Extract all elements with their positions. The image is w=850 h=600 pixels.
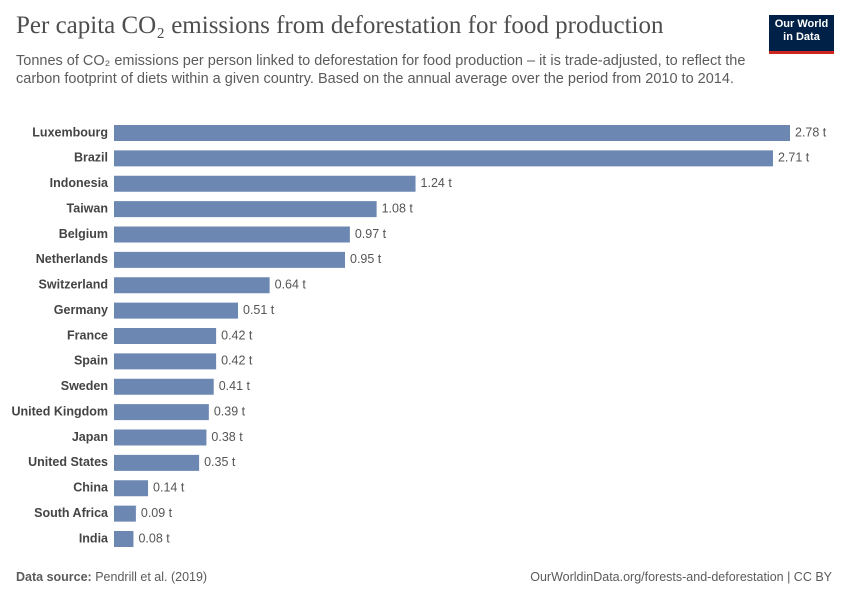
y-tick-label: Luxembourg [32, 125, 108, 139]
value-label: 0.14 t [153, 481, 185, 495]
bar [114, 328, 217, 344]
y-tick-label: China [73, 481, 109, 495]
y-tick-label: Sweden [61, 379, 108, 393]
y-tick-label: Germany [54, 303, 108, 317]
y-tick-label: Indonesia [50, 176, 109, 190]
value-label: 0.64 t [275, 278, 307, 292]
y-tick-label: India [79, 531, 109, 545]
bar [114, 505, 136, 522]
chart-subtitle: Tonnes of CO₂ emissions per person linke… [16, 53, 746, 87]
bar [114, 378, 214, 395]
bar [114, 454, 200, 471]
value-label: 0.41 t [219, 379, 251, 393]
chart-title: Per capita CO₂ emissions from deforestat… [16, 12, 664, 39]
y-tick-label: South Africa [34, 506, 109, 520]
bar [114, 277, 270, 294]
y-tick-label: Japan [72, 430, 108, 444]
bar [114, 302, 239, 319]
bar [114, 480, 149, 497]
value-label: 0.08 t [138, 531, 170, 545]
bar [114, 125, 790, 141]
value-label: 0.09 t [141, 506, 173, 520]
y-tick-label: Brazil [74, 151, 108, 165]
value-label: 2.71 t [778, 151, 810, 165]
source-label: Data source: [16, 570, 92, 584]
value-label: 2.78 t [795, 125, 827, 139]
y-tick-label: Switzerland [39, 278, 108, 292]
value-label: 1.08 t [382, 201, 414, 215]
source-text: Pendrill et al. (2019) [95, 570, 208, 584]
value-label: 0.42 t [221, 354, 253, 368]
bar [114, 201, 377, 218]
y-tick-label: France [67, 328, 108, 342]
source: Data source: Pendrill et al. (2019) [16, 570, 207, 584]
bar [114, 150, 773, 167]
bar [114, 353, 217, 370]
bar [114, 531, 134, 547]
value-label: 0.39 t [214, 404, 246, 418]
value-label: 0.95 t [350, 252, 382, 266]
footer-link[interactable]: OurWorldinData.org/forests-and-deforesta… [530, 570, 832, 584]
y-tick-label: Spain [74, 354, 108, 368]
bar [114, 251, 346, 268]
bar [114, 404, 209, 421]
y-tick-label: United States [28, 455, 108, 469]
value-label: 0.97 t [355, 227, 387, 241]
value-label: 0.38 t [211, 430, 243, 444]
y-tick-label: Taiwan [67, 201, 108, 215]
bar [114, 429, 207, 446]
y-tick-label: Belgium [59, 227, 108, 241]
y-tick-label: Netherlands [36, 252, 108, 266]
value-label: 0.42 t [221, 328, 253, 342]
bar [114, 226, 350, 243]
value-label: 0.35 t [204, 455, 236, 469]
value-label: 0.51 t [243, 303, 275, 317]
value-label: 1.24 t [421, 176, 453, 190]
y-tick-label: United Kingdom [11, 404, 108, 418]
bar [114, 175, 416, 192]
logo[interactable]: Our World in Data [769, 15, 834, 54]
